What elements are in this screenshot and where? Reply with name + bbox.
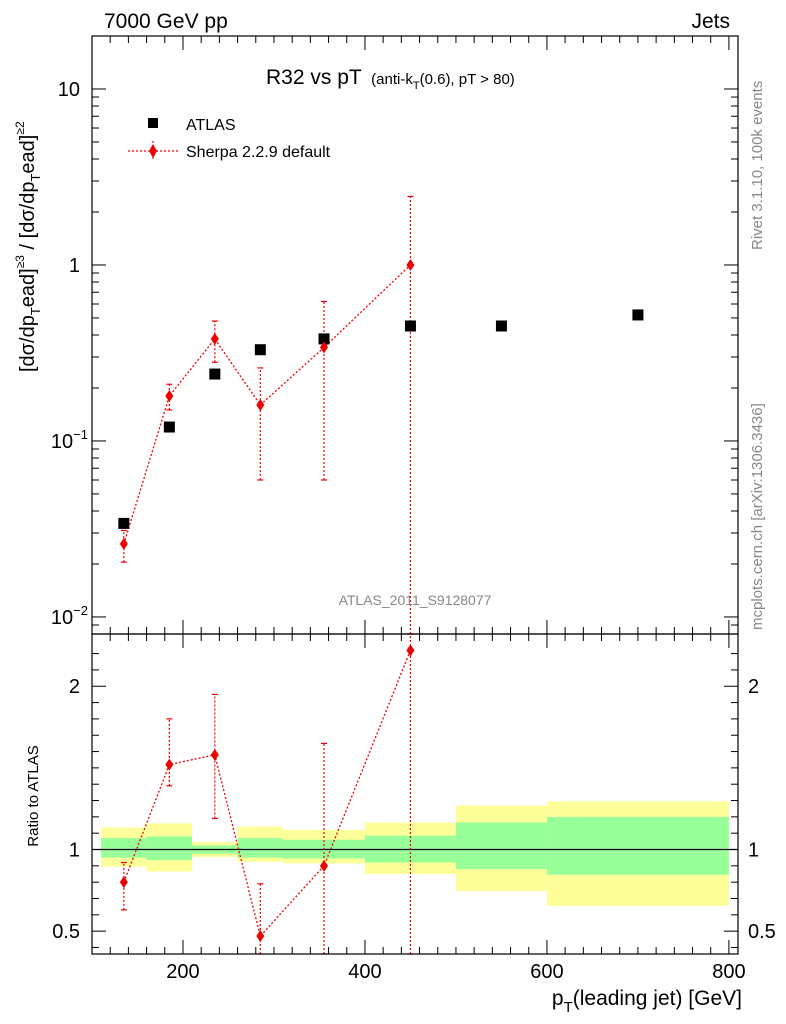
ratio-frame: [91, 633, 739, 955]
sherpa-point: [256, 399, 265, 412]
ratio-band-inner: [146, 836, 193, 861]
atlas-point: [209, 368, 221, 380]
ratio-ytick-label-right: 1: [748, 840, 759, 862]
chart-title-sub-index: T: [413, 80, 420, 92]
ratio-xticks: 200 400 600 800: [91, 634, 746, 983]
mcplots-label: mcplots.cern.ch [arXiv:1306.3436]: [749, 403, 766, 630]
ratio-point: [406, 644, 415, 657]
main-ytick-label: 10−2: [51, 603, 88, 629]
xtick-label: 400: [348, 961, 381, 983]
legend-atlas-label: ATLAS: [186, 117, 236, 134]
rivet-version-label: Rivet 3.1.10, 100k events: [749, 81, 766, 250]
atlas-point: [404, 320, 416, 332]
ratio-band-inner: [101, 838, 147, 858]
atlas-point: [318, 333, 330, 345]
ratio-bands: [101, 801, 729, 906]
chart-title-sub: (anti-k: [371, 71, 413, 88]
legend: ATLAS Sherpa 2.2.9 default: [128, 117, 331, 161]
ratio-point: [119, 876, 128, 889]
ratio-ytick-label: 2: [69, 676, 80, 698]
chart-title-sub-rest: (0.6), pT > 80): [420, 71, 515, 88]
atlas-point: [254, 344, 266, 356]
sherpa-point: [406, 258, 415, 271]
sherpa-point: [119, 537, 128, 550]
ratio-band-inner: [455, 822, 547, 870]
ratio-panel: 0.5 0.5 1 1 2 2 200 400 600 800 Ratio to ATLAS p…: [25, 633, 776, 1016]
legend-sherpa-marker: [149, 144, 157, 158]
ratio-line: [123, 650, 412, 938]
ratio-ytick-label: 1: [69, 840, 80, 862]
ratio-ytick-label: 0.5: [52, 921, 80, 943]
chart-title: R32 vs pT (anti-kT(0.6), pT > 80): [266, 66, 515, 92]
ratio-y-axis-label: Ratio to ATLAS: [25, 745, 42, 846]
ratio-marks: [119, 633, 415, 955]
ratio-band-inner: [237, 838, 284, 858]
atlas-point: [632, 309, 644, 321]
chart-title-main: R32 vs pT: [266, 66, 362, 89]
xtick-label: 200: [166, 961, 199, 983]
x-axis-label: pT(leading jet) [GeV]: [552, 987, 742, 1016]
sherpa-point: [320, 341, 329, 354]
sherpa-point: [165, 390, 174, 403]
ratio-point: [165, 758, 174, 771]
sherpa-line: [123, 264, 411, 545]
ratio-ytick-label-right: 2: [748, 676, 759, 698]
header-jets-label: Jets: [691, 10, 730, 33]
ratio-point: [320, 859, 329, 872]
atlas-point: [118, 517, 130, 529]
ratio-band-inner: [546, 816, 729, 875]
main-ytick-label: 10: [58, 79, 80, 101]
atlas-point: [495, 320, 507, 332]
header-energy-label: 7000 GeV pp: [104, 10, 228, 33]
main-ytick-label: 1: [69, 255, 80, 277]
analysis-watermark: ATLAS_2011_S9128077: [339, 592, 492, 608]
xtick-label: 800: [712, 961, 745, 983]
main-panel: 10−2 10−1 1 10 R32 vs pT (anti-kT(0.6), pT …: [13, 35, 739, 635]
main-xticks: [91, 36, 730, 634]
ratio-yticks: 0.5 0.5 1 1 2 2: [52, 653, 776, 948]
ratio-point: [256, 930, 265, 943]
main-y-axis-label: [dσ/dpTead]≥3 / [dσ/dpTead]≥2: [13, 121, 43, 372]
atlas-point: [163, 421, 175, 433]
ratio-ytick-label-right: 0.5: [748, 921, 776, 943]
xtick-label: 600: [530, 961, 563, 983]
main-marks: [118, 195, 644, 635]
legend-atlas-marker: [148, 118, 158, 128]
sherpa-point: [210, 332, 219, 345]
ratio-point: [210, 748, 219, 761]
main-ytick-label: 10−1: [51, 427, 88, 453]
legend-sherpa-label: Sherpa 2.2.9 default: [186, 144, 331, 161]
